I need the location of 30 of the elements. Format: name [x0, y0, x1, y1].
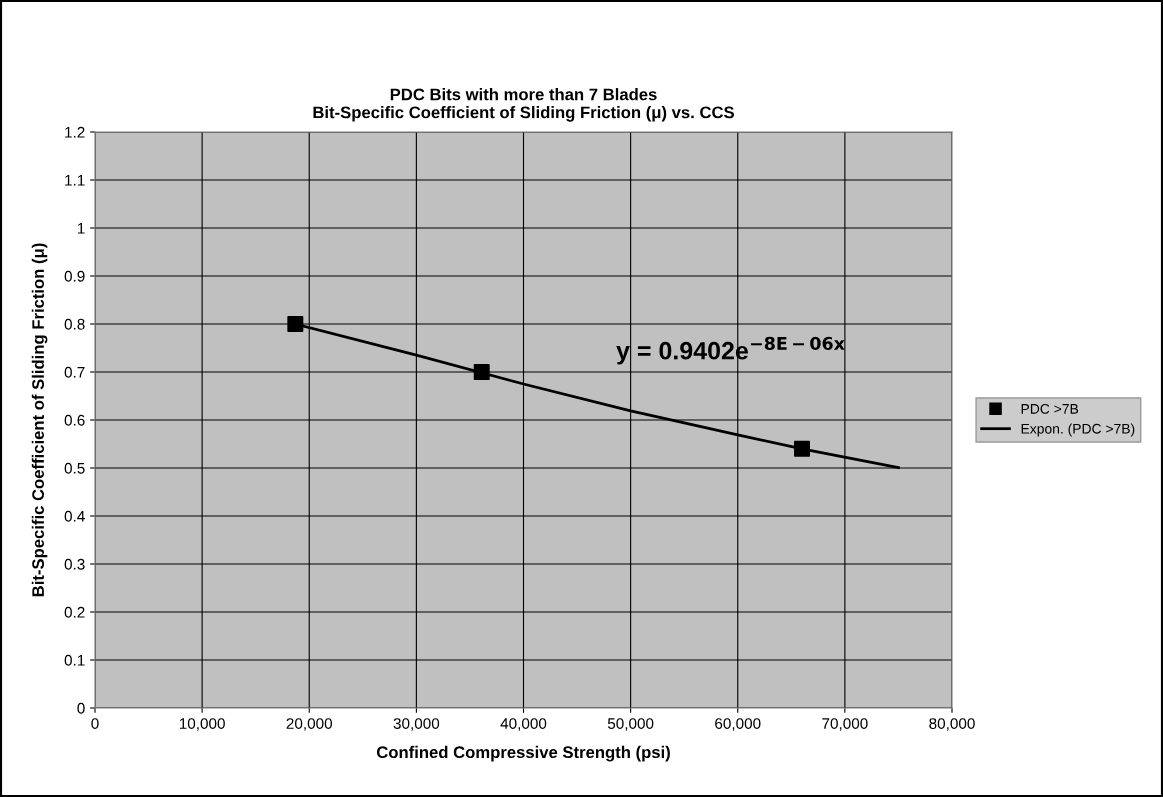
y-tick-label: 0.6: [64, 414, 85, 426]
chart-title: PDC Bits with more than 7 Blades Bit-Specific Coefficient of Sliding Friction (μ) vs. CCS: [313, 88, 734, 122]
x-tick-label: 30,000: [393, 718, 440, 731]
y-tick-label: 0.7: [64, 366, 85, 378]
y-tick-label: 0.2: [64, 606, 85, 618]
legend-label: PDC >7B: [1021, 403, 1079, 414]
x-axis-title: Confined Compressive Strength (psi): [376, 745, 670, 762]
y-tick-label: 0.4: [64, 510, 85, 522]
x-tick-label: 70,000: [822, 718, 868, 731]
x-tick-label: 80,000: [929, 718, 975, 731]
x-tick-label: 10,000: [179, 718, 225, 731]
point: [473, 364, 490, 380]
y-tick-label: 1: [77, 223, 85, 234]
x-tick-label: 20,000: [286, 718, 333, 731]
point: [287, 316, 304, 332]
point: [794, 440, 811, 457]
y-tick-label: 1.1: [65, 175, 85, 186]
x-tick-label: 50,000: [607, 718, 654, 731]
legend-label: Expon. (PDC >7B): [1021, 423, 1135, 437]
x-tick-label: 60,000: [715, 718, 761, 731]
y-tick-label: 0: [77, 702, 85, 714]
y-tick-label: 0.5: [64, 462, 85, 474]
x-tick-label: 0: [91, 718, 99, 729]
y-tick-label: 0.9: [64, 270, 85, 282]
y-tick-label: 0.1: [64, 654, 85, 666]
y-axis-title: Bit-Specific Coefficient of Sliding Friction (μ): [31, 243, 48, 597]
y-tick-label: 0.8: [64, 318, 85, 330]
x-tick-label: 40,000: [500, 718, 547, 731]
y-tick-label: 1.2: [65, 126, 85, 138]
y-tick-label: 0.3: [64, 558, 85, 570]
